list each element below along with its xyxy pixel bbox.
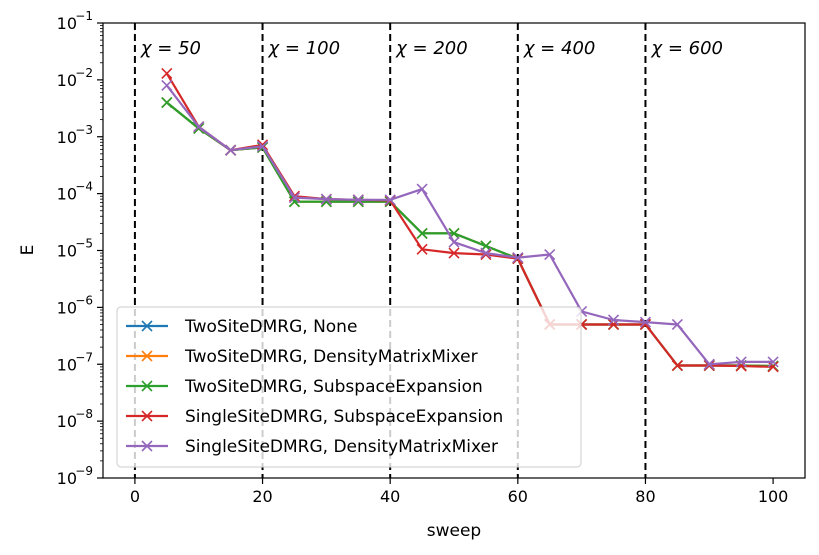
series-4-point-14 — [607, 314, 620, 326]
series-3-point-17 — [703, 359, 715, 372]
series-4-point-5 — [320, 193, 332, 205]
y-tick-label-3: 10 — [57, 298, 77, 317]
y-tick-label-6: 10 — [57, 128, 77, 147]
series-4-point-16 — [671, 318, 683, 331]
y-axis-label: E — [18, 245, 38, 256]
series-4-point-1 — [193, 121, 205, 133]
vline-label-3: χ = 400 — [523, 38, 596, 59]
vline-label-1: χ = 100 — [268, 38, 341, 59]
series-2-point-1 — [193, 122, 205, 135]
series-4-point-4 — [288, 192, 301, 204]
series-4-point-6 — [352, 194, 364, 206]
legend: TwoSiteDMRG, None TwoSiteDMRG, DensityMat… — [116, 306, 582, 468]
y-tick-exponent-0: −9 — [75, 464, 93, 478]
series-4-point-7 — [384, 194, 396, 206]
y-tick-label-1: 10 — [57, 412, 77, 431]
legend-marker-4 — [141, 440, 153, 452]
legend-marker-1 — [141, 350, 153, 362]
series-4-point-9 — [448, 236, 460, 248]
x-tick-label-2: 40 — [380, 487, 400, 506]
legend-label-0: TwoSiteDMRG, None — [184, 317, 357, 337]
series-3-point-9 — [448, 247, 460, 259]
series-4-point-12 — [544, 248, 556, 261]
y-tick-exponent-6: −3 — [75, 123, 93, 137]
x-tick-label-1: 20 — [252, 487, 272, 506]
series-4-point-19 — [767, 356, 779, 368]
y-tick-label-7: 10 — [57, 71, 77, 90]
y-tick-label-5: 10 — [57, 185, 77, 204]
series-2-point-0 — [161, 96, 173, 109]
series-4-point-11 — [512, 252, 524, 264]
series-3-point-16 — [671, 359, 683, 372]
x-tick-label-4: 80 — [635, 487, 655, 506]
legend-label-2: TwoSiteDMRG, SubspaceExpansion — [184, 377, 483, 397]
x-tick-label-3: 60 — [508, 487, 528, 506]
vline-label-4: χ = 600 — [650, 38, 723, 59]
x-axis-label: sweep — [427, 521, 481, 541]
vline-label-2: χ = 200 — [395, 38, 468, 59]
legend-box — [116, 306, 582, 468]
legend-label-3: SingleSiteDMRG, SubspaceExpansion — [185, 407, 503, 427]
series-3-point-19 — [767, 361, 779, 373]
series-4-point-17 — [703, 358, 715, 370]
y-tick-exponent-5: −4 — [75, 180, 93, 194]
series-4 — [161, 79, 779, 370]
y-tick-label-4: 10 — [57, 242, 77, 261]
y-tick-exponent-8: −1 — [75, 9, 93, 23]
y-tick-label-0: 10 — [57, 469, 77, 488]
x-tick-label-5: 100 — [758, 487, 789, 506]
series-4-point-2 — [225, 144, 237, 156]
series-2-point-6 — [352, 196, 364, 208]
series-4-point-15 — [639, 316, 652, 328]
x-axis: 0 20 40 60 80 100 — [130, 478, 789, 506]
vline-label-0: χ = 50 — [140, 38, 201, 59]
series-3-point-0 — [161, 67, 173, 79]
series-4-point-8 — [416, 183, 428, 195]
y-tick-exponent-4: −5 — [75, 237, 93, 251]
series-4-point-18 — [735, 356, 747, 368]
series-4-point-10 — [480, 247, 492, 259]
legend-marker-0 — [141, 320, 153, 332]
legend-label-4: SingleSiteDMRG, DensityMatrixMixer — [185, 437, 498, 457]
legend-marker-3 — [141, 410, 153, 422]
legend-label-1: TwoSiteDMRG, DensityMatrixMixer — [184, 347, 478, 367]
y-tick-exponent-1: −8 — [75, 407, 93, 421]
series-line-4 — [165, 84, 774, 366]
legend-marker-2 — [141, 380, 153, 392]
y-tick-label-8: 10 — [57, 14, 77, 33]
y-axis: 10−910−810−710−610−510−410−310−210−1 — [57, 9, 103, 488]
y-tick-exponent-3: −6 — [75, 293, 93, 307]
series-4-point-3 — [256, 140, 269, 152]
y-tick-exponent-2: −7 — [75, 350, 93, 364]
series-3-point-8 — [416, 243, 428, 255]
series-3-point-3 — [256, 139, 269, 151]
y-tick-exponent-7: −2 — [75, 66, 93, 80]
x-tick-label-0: 0 — [130, 487, 140, 506]
series-2-point-8 — [416, 227, 428, 239]
series-4-point-0 — [161, 79, 173, 91]
y-tick-label-2: 10 — [57, 355, 77, 374]
